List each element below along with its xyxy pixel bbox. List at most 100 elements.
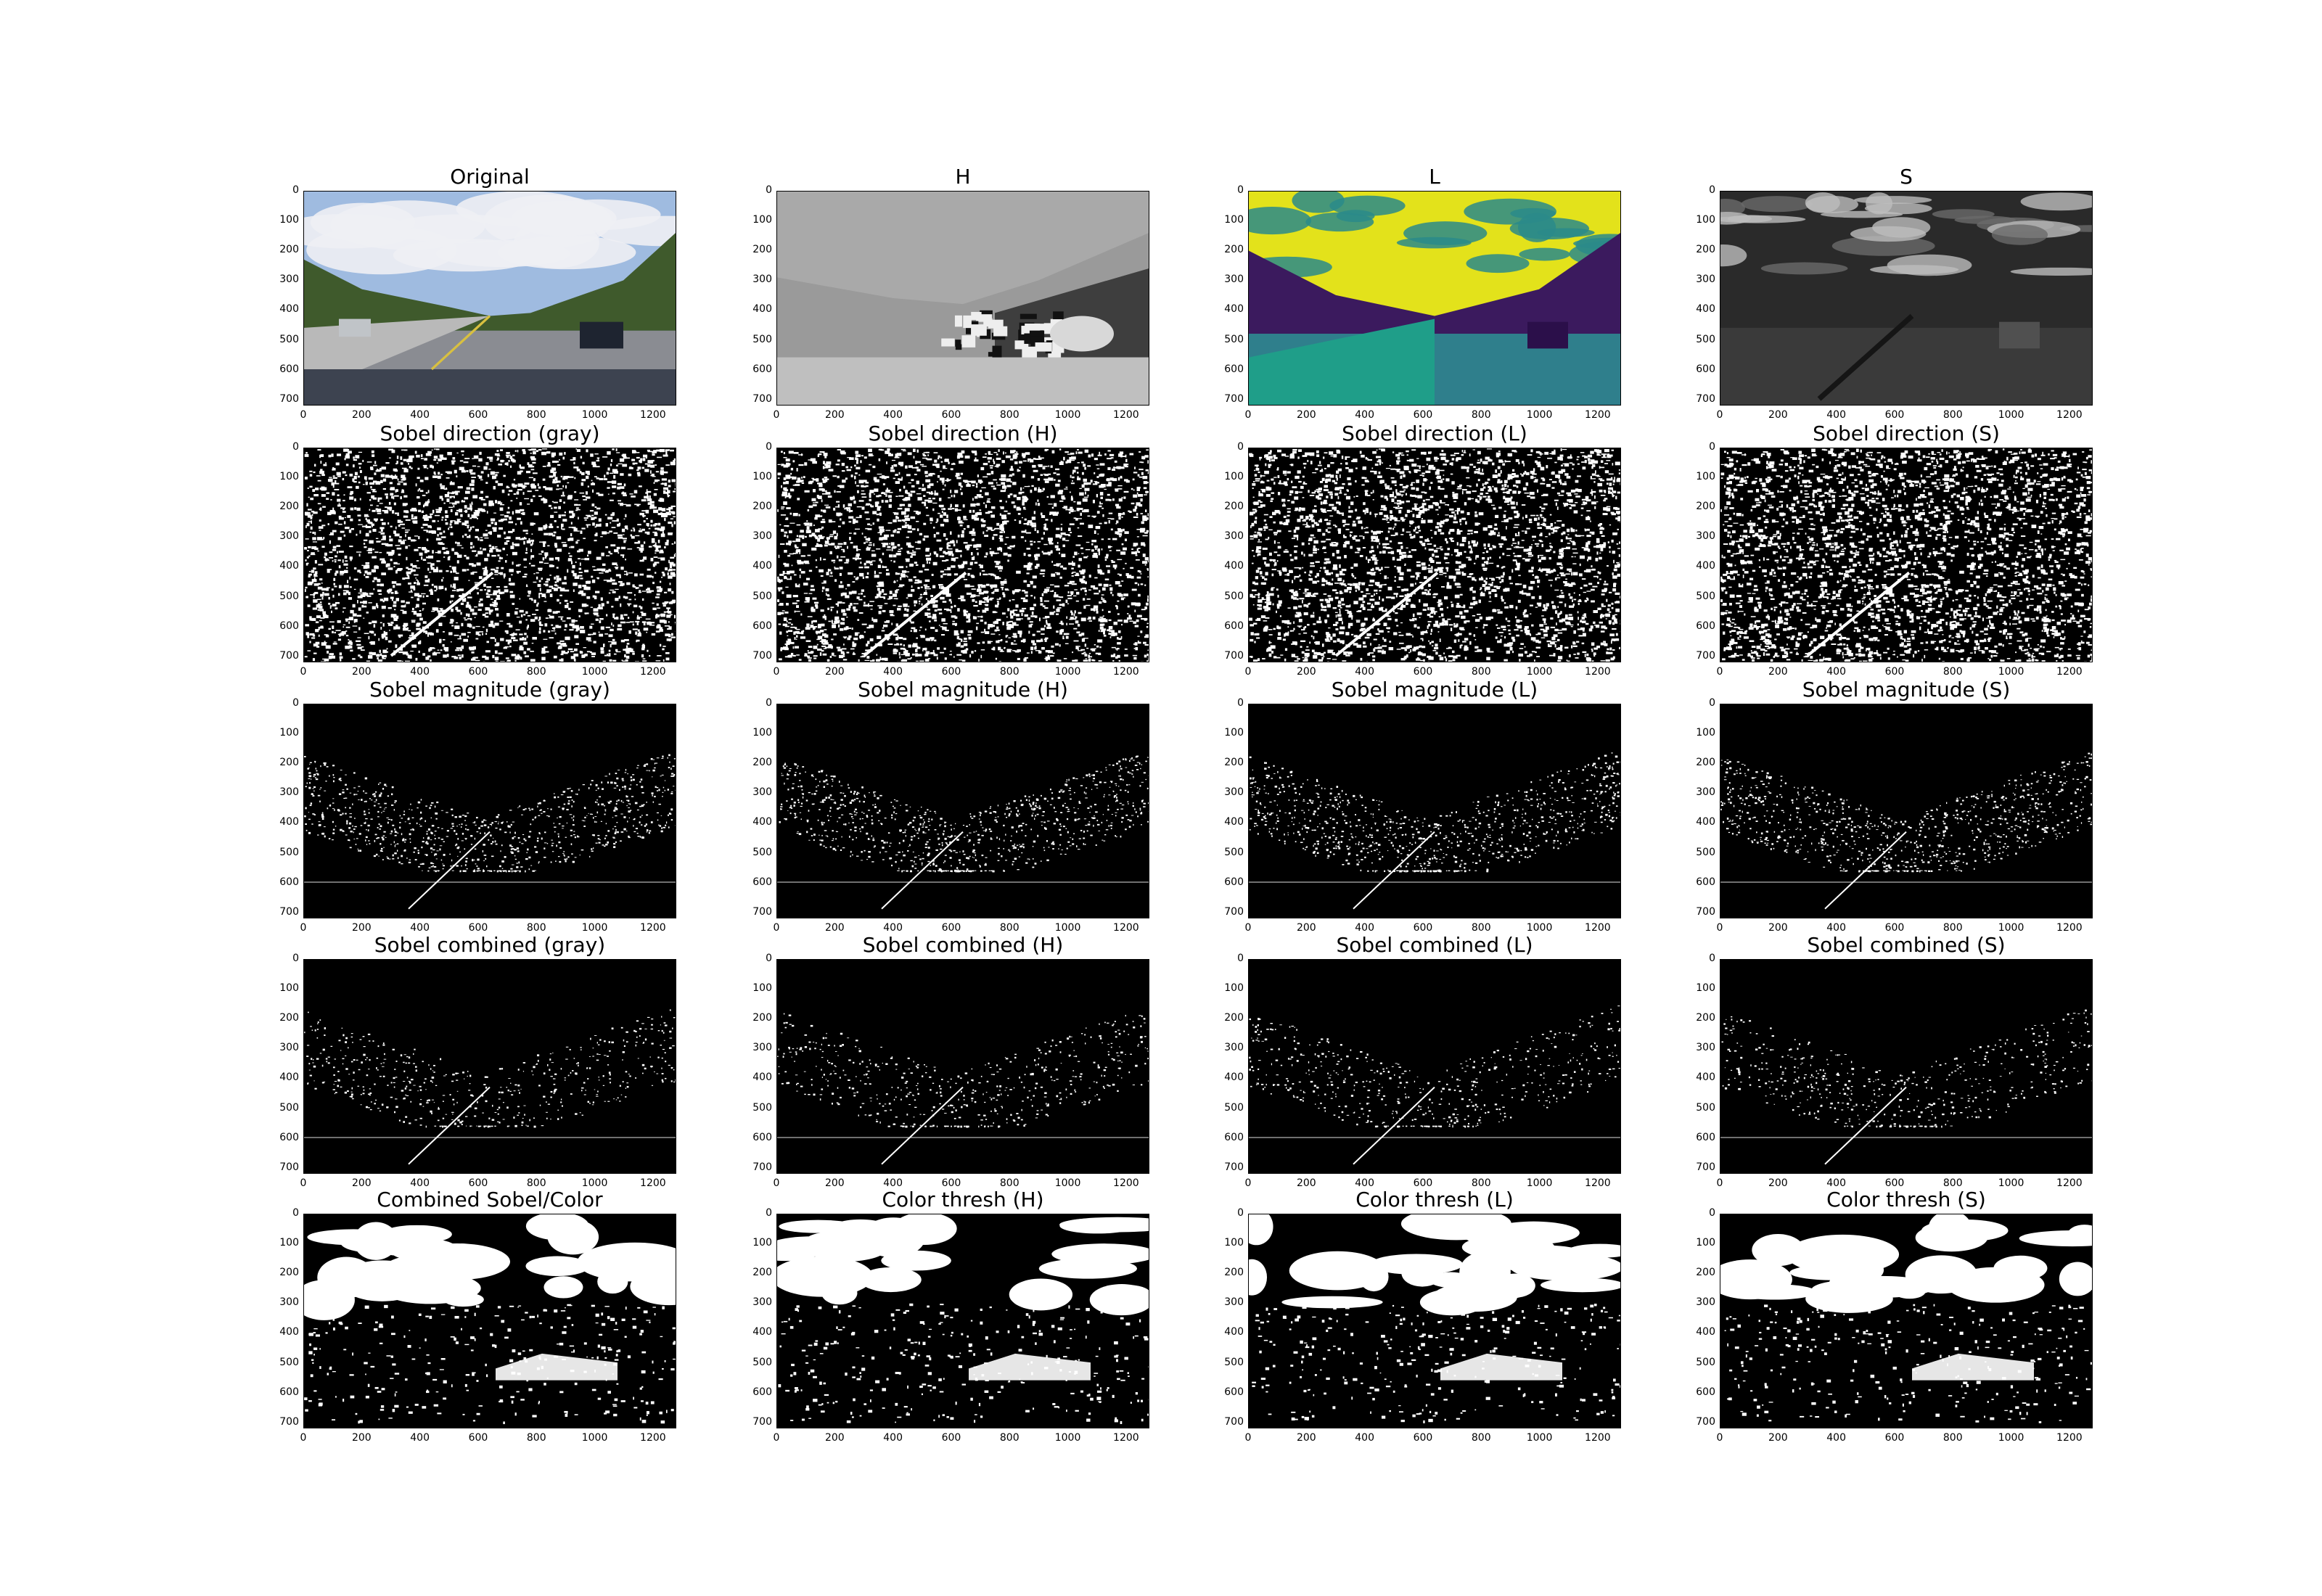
y-tick-label: 600 [1224, 1131, 1244, 1143]
panel-image [1720, 448, 2092, 662]
image-panel [776, 959, 1149, 1174]
x-tick-label: 1200 [1585, 922, 1611, 934]
y-tick-label: 100 [752, 982, 772, 995]
x-tick-label: 0 [300, 409, 307, 421]
x-tick-label: 600 [941, 922, 961, 934]
x-tick-label: 0 [300, 1177, 307, 1189]
panel-title: Sobel combined (L) [1336, 933, 1533, 957]
y-tick-label: 400 [279, 816, 299, 828]
y-tick-label: 600 [1224, 876, 1244, 888]
x-tick-label: 600 [941, 1432, 961, 1444]
x-tick-label: 400 [1355, 922, 1374, 934]
panel-image [1720, 704, 2092, 918]
x-tick-label: 200 [351, 409, 372, 421]
image-panel [1720, 1214, 2093, 1428]
x-tick-label: 600 [468, 922, 488, 934]
y-tick-label: 500 [1696, 590, 1715, 602]
x-tick-label: 600 [1884, 922, 1905, 934]
x-tick-label: 1200 [1585, 666, 1611, 678]
y-tick-label: 500 [752, 1356, 772, 1368]
x-tick-label: 400 [410, 922, 430, 934]
x-tick-label: 0 [1244, 1432, 1252, 1444]
image-panel [776, 448, 1149, 662]
y-tick-label: 300 [279, 273, 299, 286]
y-tick-label: 600 [752, 620, 772, 632]
y-tick-label: 200 [279, 1012, 299, 1024]
y-tick-label: 100 [1224, 727, 1244, 739]
x-tick-label: 400 [1826, 666, 1846, 678]
x-tick-label: 800 [1942, 666, 1963, 678]
x-tick-label: 1200 [2056, 1177, 2083, 1189]
y-tick-label: 0 [1709, 441, 1715, 453]
x-tick-label: 200 [824, 922, 845, 934]
x-tick-label: 1000 [1998, 922, 2024, 934]
x-tick-label: 1200 [640, 666, 666, 678]
y-tick-label: 400 [1224, 1071, 1244, 1084]
image-panel [1248, 959, 1621, 1174]
y-tick-label: 100 [1696, 471, 1715, 483]
x-tick-label: 200 [1296, 1177, 1316, 1189]
y-tick-label: 200 [1696, 244, 1715, 256]
y-tick-label: 700 [752, 1415, 772, 1428]
panel-title: Sobel combined (S) [1807, 933, 2006, 957]
y-tick-label: 0 [1709, 184, 1715, 196]
x-tick-label: 400 [410, 666, 430, 678]
x-tick-label: 0 [1716, 666, 1723, 678]
y-tick-label: 100 [279, 1237, 299, 1249]
x-tick-label: 0 [300, 666, 307, 678]
y-tick-label: 0 [766, 697, 772, 709]
y-tick-label: 200 [1224, 501, 1244, 513]
y-tick-label: 0 [1237, 953, 1244, 964]
y-tick-label: 0 [766, 1207, 772, 1219]
y-tick-label: 700 [279, 905, 299, 918]
panel-image [1249, 960, 1620, 1173]
x-tick-label: 800 [1471, 922, 1491, 934]
y-tick-label: 200 [1224, 757, 1244, 769]
y-tick-label: 0 [1237, 184, 1244, 196]
y-tick-label: 400 [752, 560, 772, 572]
x-tick-label: 1000 [1054, 922, 1081, 934]
x-tick-label: 0 [773, 1432, 780, 1444]
x-tick-label: 0 [1244, 409, 1252, 421]
y-tick-label: 600 [1696, 1131, 1715, 1143]
y-tick-label: 200 [279, 757, 299, 769]
panel-image [304, 192, 676, 405]
y-tick-label: 100 [1224, 471, 1244, 483]
x-tick-label: 0 [1716, 922, 1723, 934]
y-tick-label: 700 [279, 392, 299, 405]
y-tick-label: 100 [1696, 982, 1715, 995]
y-tick-label: 200 [1224, 1267, 1244, 1279]
image-panel [303, 704, 676, 918]
panel-title: Sobel magnitude (gray) [369, 678, 610, 702]
y-tick-label: 200 [752, 757, 772, 769]
x-tick-label: 0 [1244, 666, 1252, 678]
y-tick-label: 400 [1696, 816, 1715, 828]
x-tick-label: 1000 [1998, 409, 2024, 421]
x-tick-label: 800 [999, 1177, 1020, 1189]
x-tick-label: 1000 [1998, 666, 2024, 678]
x-tick-label: 800 [1942, 409, 1963, 421]
y-tick-label: 500 [752, 590, 772, 602]
panel-image [304, 1214, 676, 1428]
panel-title: Combined Sobel/Color [377, 1188, 603, 1212]
x-tick-label: 800 [999, 666, 1020, 678]
y-tick-label: 700 [279, 1415, 299, 1428]
y-tick-label: 500 [1696, 846, 1715, 858]
y-tick-label: 300 [1224, 273, 1244, 286]
x-tick-label: 1000 [1526, 1177, 1553, 1189]
y-tick-label: 200 [752, 1012, 772, 1024]
y-tick-label: 500 [1224, 590, 1244, 602]
y-tick-label: 0 [1237, 441, 1244, 453]
x-tick-label: 800 [999, 922, 1020, 934]
y-tick-label: 500 [1224, 1101, 1244, 1114]
y-tick-label: 100 [279, 214, 299, 226]
x-tick-label: 200 [1768, 1177, 1788, 1189]
image-panel [303, 959, 676, 1174]
x-tick-label: 600 [1884, 1177, 1905, 1189]
y-tick-label: 700 [1224, 905, 1244, 918]
x-tick-label: 1000 [1526, 409, 1553, 421]
y-tick-label: 400 [1224, 560, 1244, 572]
y-tick-label: 200 [1696, 1267, 1715, 1279]
y-tick-label: 600 [279, 876, 299, 888]
x-tick-label: 1000 [581, 1432, 608, 1444]
